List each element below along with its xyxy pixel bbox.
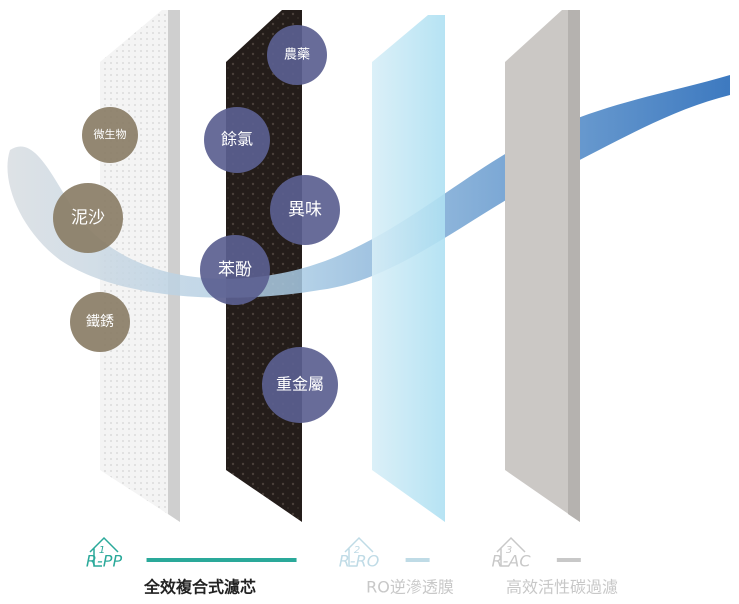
- ac-panel-edge: [568, 10, 580, 522]
- ro-panel: [372, 15, 445, 522]
- contaminant-bubble: [200, 235, 270, 305]
- contaminant-label: 餘氯: [221, 130, 253, 149]
- contaminant-bubble: [262, 347, 338, 423]
- contaminant-label: 苯酚: [218, 260, 252, 280]
- contaminant-bubble: [270, 175, 340, 245]
- contaminant-bubble: [267, 25, 327, 85]
- contaminant-bubble: [70, 292, 130, 352]
- filter-caption: RO逆滲透膜: [366, 578, 454, 597]
- filter-code: R-AC: [491, 552, 531, 571]
- filter-number: 3: [506, 545, 512, 556]
- house-icon: [89, 536, 119, 567]
- contaminant-label: 鐵銹: [86, 313, 114, 330]
- contaminant-label: 泥沙: [71, 208, 105, 228]
- contaminant-bubble: [53, 183, 123, 253]
- ac-panel: [505, 10, 580, 522]
- contaminant-label: 微生物: [94, 127, 127, 141]
- house-icon: [496, 536, 526, 567]
- filter-number: 2: [354, 545, 360, 556]
- contaminant-label: 農藥: [284, 48, 310, 63]
- filter-caption: 高效活性碳過濾: [506, 578, 618, 597]
- contaminant-bubble: [204, 107, 270, 173]
- filter-number: 1: [99, 545, 105, 556]
- filter-code: R-PP: [86, 552, 123, 571]
- contaminant-bubble: [82, 107, 138, 163]
- house-icon: [344, 536, 374, 567]
- filter-caption: 全效複合式濾芯: [143, 578, 256, 597]
- pp-panel-edge: [168, 10, 180, 522]
- contaminant-label: 異味: [288, 200, 322, 220]
- contaminant-label: 重金屬: [276, 375, 324, 394]
- filter-code: R-RO: [339, 552, 380, 571]
